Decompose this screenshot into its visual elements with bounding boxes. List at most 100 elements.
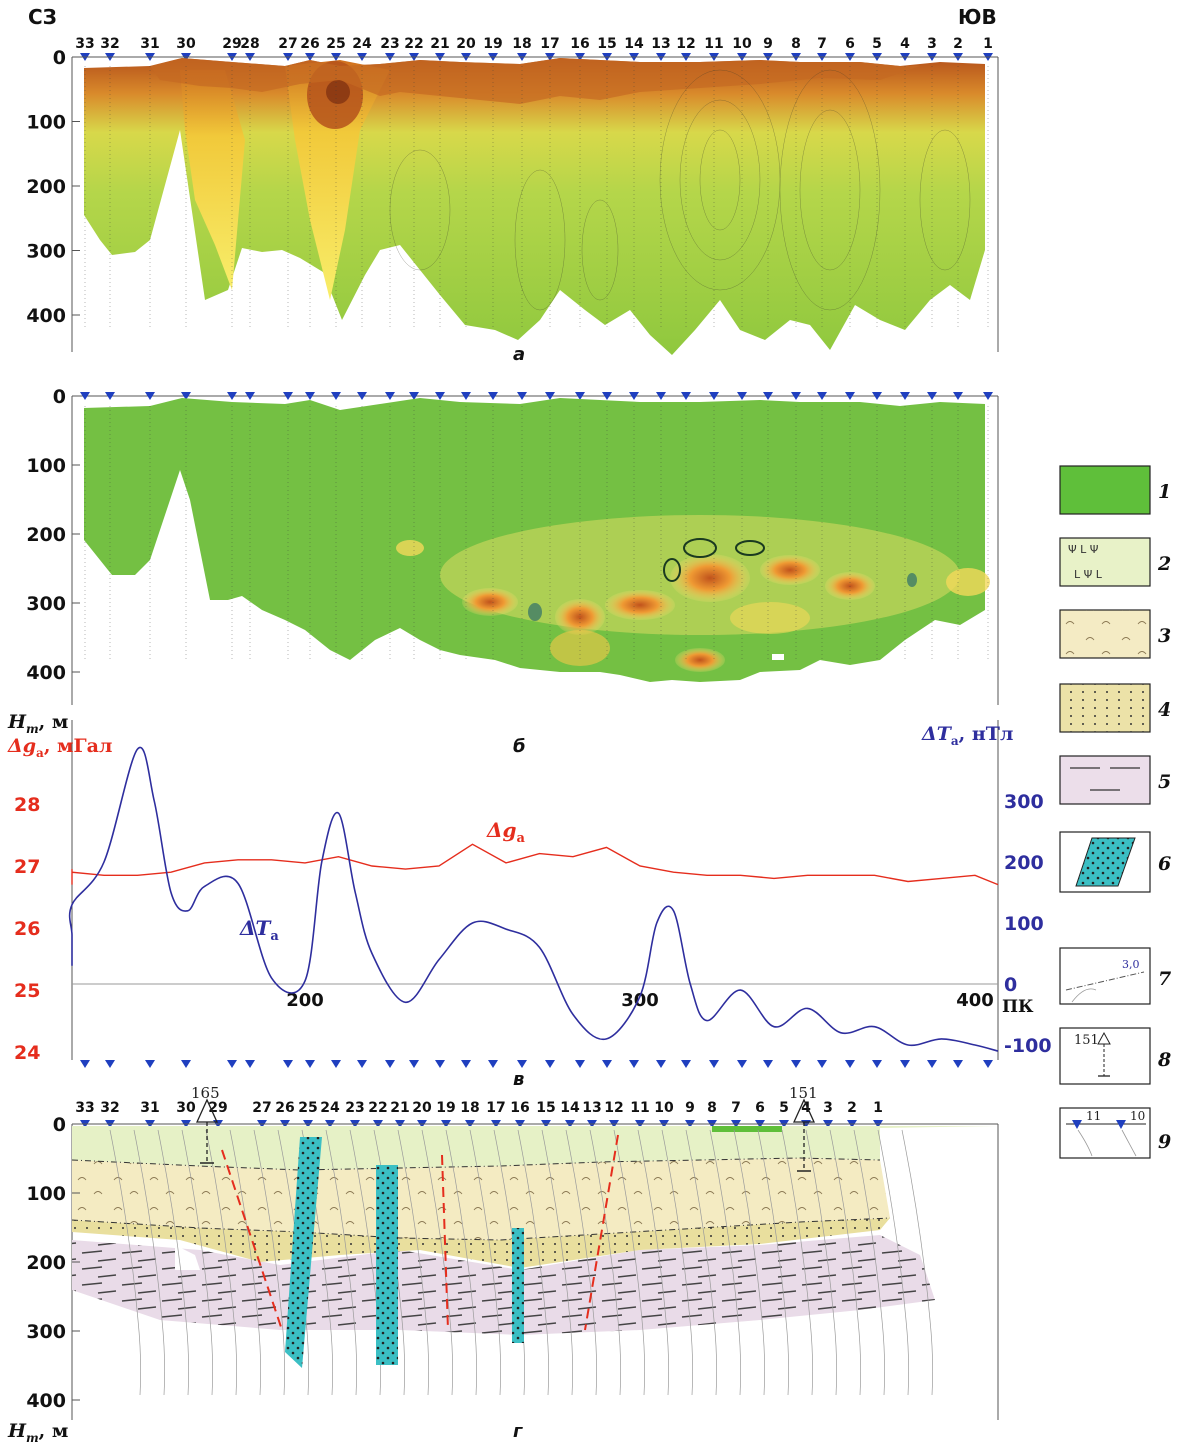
station-marker <box>409 392 419 400</box>
right-axis-title: ΔTа, нТл <box>921 723 1013 748</box>
station-marker <box>181 1060 191 1068</box>
station-marker <box>681 392 691 400</box>
right-tick-label: 300 <box>1004 791 1044 813</box>
station-marker <box>817 392 827 400</box>
station-markers-b <box>80 392 993 400</box>
boundary-line <box>805 1129 838 1396</box>
station-marker <box>283 1060 293 1068</box>
station-marker <box>872 1060 882 1068</box>
station-marker <box>145 1060 155 1068</box>
depth-tick-label: 300 <box>26 1321 66 1343</box>
legend-item-9: 11 10 9 <box>1059 1107 1171 1159</box>
legend-num-5: 5 <box>1158 771 1171 793</box>
station-marker <box>709 392 719 400</box>
boundary-line <box>589 1129 622 1396</box>
station-marker <box>227 1060 237 1068</box>
section-contours <box>389 69 971 311</box>
depth-tick-label: 400 <box>26 1390 66 1412</box>
boundary-line <box>157 1129 190 1396</box>
series-label-gravity: Δgа <box>486 818 526 846</box>
station-label: 4 <box>801 1100 811 1116</box>
boundary-line <box>781 1129 814 1396</box>
layer-5-dashes <box>72 1235 935 1335</box>
station-label: 19 <box>436 1100 455 1116</box>
station-marker <box>517 1060 527 1068</box>
station-marker <box>900 392 910 400</box>
station-marker <box>927 392 937 400</box>
station-label: 8 <box>707 1100 717 1116</box>
direction-left-label: СЗ <box>28 5 57 29</box>
station-label: 1 <box>983 36 993 52</box>
x-axis-title: ПК <box>1002 997 1034 1017</box>
station-marker <box>435 1060 445 1068</box>
right-tick-label: 0 <box>1004 974 1017 996</box>
station-marker <box>927 1060 937 1068</box>
station-marker <box>845 392 855 400</box>
station-label: 13 <box>582 1100 601 1116</box>
station-marker <box>845 1060 855 1068</box>
layer-1-lens <box>712 1126 782 1132</box>
station-label: 14 <box>560 1100 580 1116</box>
station-marker <box>983 392 993 400</box>
boundary-line <box>661 1129 694 1396</box>
station-label: 15 <box>597 36 616 52</box>
station-label: 26 <box>275 1100 294 1116</box>
station-label: 16 <box>510 1100 529 1116</box>
station-marker <box>953 1060 963 1068</box>
depth-tick-label: 300 <box>26 593 66 615</box>
right-tick-label: 100 <box>1004 913 1044 935</box>
left-tick-label: 28 <box>14 794 40 816</box>
section-anomaly-25 <box>285 60 390 300</box>
section-top-band <box>150 58 920 104</box>
boundary-line <box>133 1129 166 1396</box>
depth-tick-label: 0 <box>53 47 66 69</box>
legend-num-4: 4 <box>1158 699 1171 721</box>
boundary-line <box>637 1129 670 1396</box>
station-marker <box>629 1060 639 1068</box>
station-label: 27 <box>278 36 297 52</box>
legend-8-value: 151 <box>1074 1033 1099 1048</box>
boundary-line <box>229 1129 262 1396</box>
panel-label-d: г <box>513 1421 523 1442</box>
legend-item-7: 3,0 7 <box>1059 947 1171 1005</box>
station-marker <box>545 392 555 400</box>
station-marker <box>953 392 963 400</box>
station-label: 21 <box>390 1100 409 1116</box>
station-label: 12 <box>604 1100 623 1116</box>
station-marker <box>656 392 666 400</box>
boundary-line <box>709 1129 742 1396</box>
boundary-line <box>421 1129 454 1396</box>
station-label: 30 <box>176 36 196 52</box>
station-label: 27 <box>252 1100 271 1116</box>
station-marker <box>681 1060 691 1068</box>
x-tick-label: 300 <box>621 990 659 1011</box>
station-marker <box>575 392 585 400</box>
station-marker <box>357 1060 367 1068</box>
left-tick-label: 24 <box>14 1042 40 1064</box>
depth-tick-label: 0 <box>53 386 66 408</box>
boundary-line <box>877 1129 910 1396</box>
right-tick-label: 200 <box>1004 852 1044 874</box>
boundary-line <box>253 1129 286 1396</box>
layer-boundaries <box>71 1157 891 1241</box>
station-label: 31 <box>140 1100 159 1116</box>
legend-item-8: 151 8 <box>1059 1027 1171 1085</box>
station-marker <box>461 392 471 400</box>
boundary-line <box>181 1129 214 1396</box>
station-label: 11 <box>704 36 723 52</box>
legend-item-5: 5 <box>1059 755 1171 805</box>
faults <box>221 1134 619 1331</box>
station-marker <box>900 1060 910 1068</box>
depth-axis-title-d: Hт, м <box>7 1420 68 1444</box>
station-marker <box>385 392 395 400</box>
station-label: 29 <box>222 36 241 52</box>
station-label: 23 <box>380 36 399 52</box>
legend-num-3: 3 <box>1158 625 1171 647</box>
station-marker <box>791 1060 801 1068</box>
left-tick-label: 26 <box>14 918 40 940</box>
station-marker <box>709 1060 719 1068</box>
legend-num-2: 2 <box>1157 553 1171 575</box>
boundary-line <box>901 1129 934 1396</box>
station-marker <box>409 1060 419 1068</box>
station-marker <box>545 1060 555 1068</box>
